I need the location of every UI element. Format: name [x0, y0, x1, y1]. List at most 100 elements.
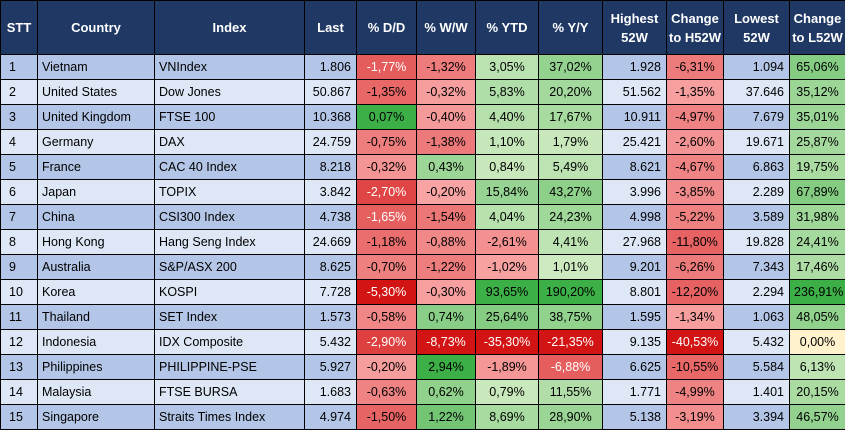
cell-stt: 5 — [1, 155, 38, 180]
table-row[interactable]: 13 Philippines PHILIPPINE-PSE 5.927 -0,20% 2,… — [1, 355, 845, 380]
cell-change-dd: -2,90% — [357, 330, 417, 355]
cell-index: TOPIX — [155, 180, 305, 205]
cell-change-to-h52w: -6,26% — [667, 255, 724, 280]
cell-last: 5.927 — [305, 355, 357, 380]
cell-lowest-52w: 3.589 — [724, 205, 790, 230]
cell-highest-52w: 27.968 — [603, 230, 667, 255]
cell-index: VNIndex — [155, 55, 305, 80]
cell-change-yy: 190,20% — [539, 280, 603, 305]
cell-change-to-l52w: 31,98% — [790, 205, 845, 230]
cell-change-ytd: -2,61% — [476, 230, 539, 255]
cell-change-dd: -1,65% — [357, 205, 417, 230]
cell-highest-52w: 9.135 — [603, 330, 667, 355]
cell-stt: 11 — [1, 305, 38, 330]
table-row[interactable]: 10 Korea KOSPI 7.728 -5,30% -0,30% 93,65% 190,2… — [1, 280, 845, 305]
header-country[interactable]: Country — [38, 1, 155, 55]
table-row[interactable]: 15 Singapore Straits Times Index 4.974 -1,50… — [1, 405, 845, 430]
cell-country: Germany — [38, 130, 155, 155]
cell-change-yy: 4,41% — [539, 230, 603, 255]
cell-last: 8.625 — [305, 255, 357, 280]
cell-index: CAC 40 Index — [155, 155, 305, 180]
cell-change-dd: -1,50% — [357, 405, 417, 430]
cell-change-to-h52w: -12,20% — [667, 280, 724, 305]
cell-lowest-52w: 1.094 — [724, 55, 790, 80]
table-row[interactable]: 1 Vietnam VNIndex 1.806 -1,77% -1,32% 3,05% 37,… — [1, 55, 845, 80]
table-row[interactable]: 4 Germany DAX 24.759 -0,75% -1,38% 1,10% 1,79% 2… — [1, 130, 845, 155]
header-change-ww[interactable]: % W/W — [417, 1, 476, 55]
cell-country: Korea — [38, 280, 155, 305]
cell-lowest-52w: 5.584 — [724, 355, 790, 380]
cell-change-yy: 20,20% — [539, 80, 603, 105]
cell-country: United Kingdom — [38, 105, 155, 130]
cell-change-yy: 28,90% — [539, 405, 603, 430]
cell-lowest-52w: 2.294 — [724, 280, 790, 305]
table-row[interactable]: 14 Malaysia FTSE BURSA 1.683 -0,63% 0,62% 0,79… — [1, 380, 845, 405]
cell-change-yy: 24,23% — [539, 205, 603, 230]
header-change-to-l52w[interactable]: Change to L52W — [790, 1, 845, 55]
cell-change-to-h52w: -10,55% — [667, 355, 724, 380]
cell-highest-52w: 25.421 — [603, 130, 667, 155]
table-row[interactable]: 12 Indonesia IDX Composite 5.432 -2,90% -8,73… — [1, 330, 845, 355]
cell-lowest-52w: 1.401 — [724, 380, 790, 405]
cell-highest-52w: 51.562 — [603, 80, 667, 105]
cell-change-ytd: -35,30% — [476, 330, 539, 355]
cell-change-ww: -0,30% — [417, 280, 476, 305]
cell-change-dd: -1,18% — [357, 230, 417, 255]
cell-stt: 1 — [1, 55, 38, 80]
cell-change-ww: 1,22% — [417, 405, 476, 430]
cell-change-dd: 0,07% — [357, 105, 417, 130]
cell-change-ytd: 5,83% — [476, 80, 539, 105]
table-row[interactable]: 2 United States Dow Jones 50.867 -1,35% -0,32… — [1, 80, 845, 105]
cell-change-to-h52w: -4,97% — [667, 105, 724, 130]
cell-index: S&P/ASX 200 — [155, 255, 305, 280]
cell-lowest-52w: 5.432 — [724, 330, 790, 355]
cell-change-to-l52w: 35,01% — [790, 105, 845, 130]
header-stt[interactable]: STT — [1, 1, 38, 55]
cell-country: Malaysia — [38, 380, 155, 405]
cell-stt: 13 — [1, 355, 38, 380]
cell-change-to-h52w: -2,60% — [667, 130, 724, 155]
table-row[interactable]: 11 Thailand SET Index 1.573 -0,58% 0,74% 25,64… — [1, 305, 845, 330]
header-change-dd[interactable]: % D/D — [357, 1, 417, 55]
cell-change-yy: -6,88% — [539, 355, 603, 380]
cell-change-ww: -0,88% — [417, 230, 476, 255]
cell-lowest-52w: 3.394 — [724, 405, 790, 430]
header-change-ytd[interactable]: % YTD — [476, 1, 539, 55]
cell-lowest-52w: 19.828 — [724, 230, 790, 255]
cell-index: Dow Jones — [155, 80, 305, 105]
cell-lowest-52w: 2.289 — [724, 180, 790, 205]
header-change-to-h52w[interactable]: Change to H52W — [667, 1, 724, 55]
header-last[interactable]: Last — [305, 1, 357, 55]
header-lowest-52w[interactable]: Lowest 52W — [724, 1, 790, 55]
table-row[interactable]: 8 Hong Kong Hang Seng Index 24.669 -1,18% -0,… — [1, 230, 845, 255]
cell-index: FTSE BURSA — [155, 380, 305, 405]
cell-change-ww: 0,62% — [417, 380, 476, 405]
cell-change-yy: 1,01% — [539, 255, 603, 280]
table-row[interactable]: 9 Australia S&P/ASX 200 8.625 -0,70% -1,22% -1… — [1, 255, 845, 280]
table-row[interactable]: 7 China CSI300 Index 4.738 -1,65% -1,54% 4,04%… — [1, 205, 845, 230]
cell-change-ytd: 0,84% — [476, 155, 539, 180]
cell-change-ww: 2,94% — [417, 355, 476, 380]
cell-country: Singapore — [38, 405, 155, 430]
cell-change-ytd: 0,79% — [476, 380, 539, 405]
cell-stt: 12 — [1, 330, 38, 355]
cell-change-to-l52w: 6,13% — [790, 355, 845, 380]
cell-highest-52w: 10.911 — [603, 105, 667, 130]
cell-change-dd: -0,70% — [357, 255, 417, 280]
table-row[interactable]: 5 France CAC 40 Index 8.218 -0,32% 0,43% 0,84%… — [1, 155, 845, 180]
cell-stt: 14 — [1, 380, 38, 405]
cell-change-ytd: 25,64% — [476, 305, 539, 330]
table-row[interactable]: 3 United Kingdom FTSE 100 10.368 0,07% -0,40%… — [1, 105, 845, 130]
cell-change-yy: 17,67% — [539, 105, 603, 130]
header-index[interactable]: Index — [155, 1, 305, 55]
header-highest-52w[interactable]: Highest 52W — [603, 1, 667, 55]
cell-change-ytd: 8,69% — [476, 405, 539, 430]
cell-country: Australia — [38, 255, 155, 280]
header-change-yy[interactable]: % Y/Y — [539, 1, 603, 55]
cell-change-to-l52w: 46,57% — [790, 405, 845, 430]
cell-change-ww: -8,73% — [417, 330, 476, 355]
table-row[interactable]: 6 Japan TOPIX 3.842 -2,70% -0,20% 15,84% 43,27%… — [1, 180, 845, 205]
cell-change-to-l52w: 0,00% — [790, 330, 845, 355]
cell-change-ytd: 4,04% — [476, 205, 539, 230]
cell-change-dd: -0,20% — [357, 355, 417, 380]
